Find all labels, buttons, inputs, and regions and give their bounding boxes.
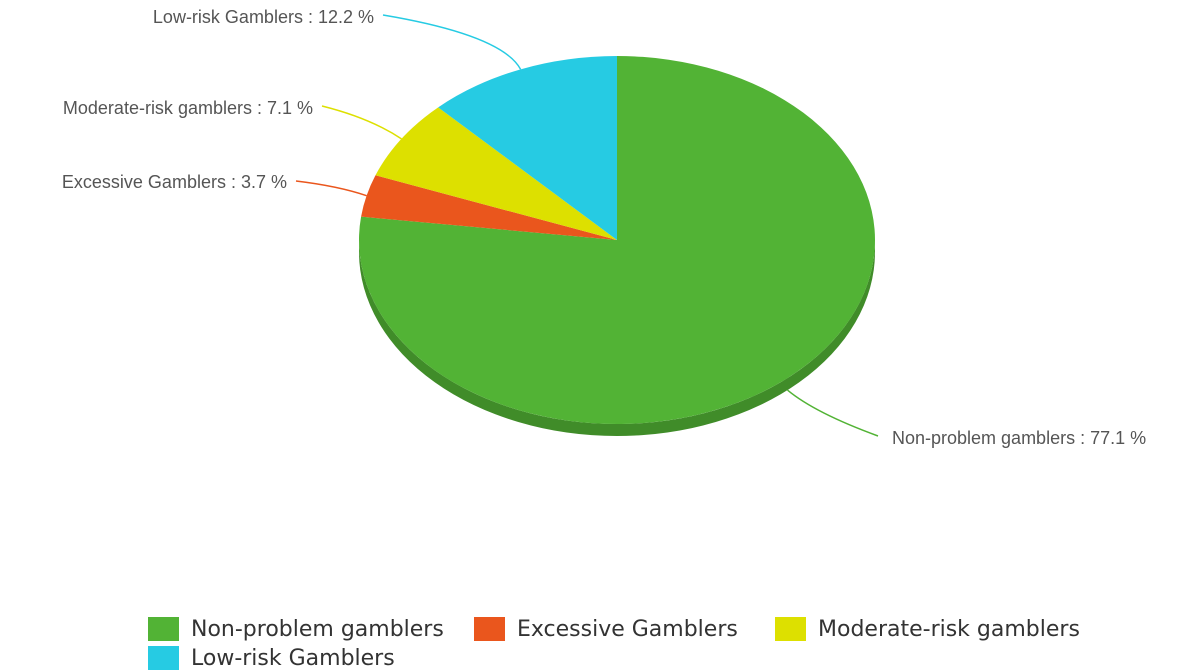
leader-line-moderate (321, 105, 402, 140)
pie-slice-non-problem[interactable] (359, 56, 876, 425)
legend-label: Moderate-risk gamblers (818, 616, 1080, 642)
pie-slices (359, 56, 876, 425)
legend-swatch (148, 646, 179, 670)
legend-label: Excessive Gamblers (517, 616, 738, 642)
pie-slice-moderate[interactable] (375, 107, 617, 240)
pie-slice-low-risk[interactable] (438, 56, 617, 240)
legend-item-non-problem[interactable]: Non-problem gamblers (148, 616, 444, 642)
legend-swatch (775, 617, 806, 641)
legend-item-excessive[interactable]: Excessive Gamblers (474, 616, 738, 642)
legend-item-low-risk[interactable]: Low-risk Gamblers (148, 645, 395, 671)
legend-label: Non-problem gamblers (191, 616, 444, 642)
slice-label-low-risk: Low-risk Gamblers : 12.2 % (153, 7, 374, 27)
slice-label-excessive: Excessive Gamblers : 3.7 % (62, 172, 287, 192)
leader-line-non-problem (786, 389, 879, 437)
leader-lines (295, 14, 879, 437)
leader-line-low-risk (382, 14, 522, 70)
slice-label-moderate: Moderate-risk gamblers : 7.1 % (63, 98, 313, 118)
legend-swatch (148, 617, 179, 641)
legend-label: Low-risk Gamblers (191, 645, 395, 671)
slice-label-non-problem: Non-problem gamblers : 77.1 % (892, 428, 1146, 448)
slice-labels: Non-problem gamblers : 77.1 % Excessive … (62, 7, 1146, 448)
pie-slice-excessive[interactable] (361, 175, 617, 240)
legend-swatch (474, 617, 505, 641)
leader-line-excessive (295, 180, 367, 197)
legend-item-moderate[interactable]: Moderate-risk gamblers (775, 616, 1080, 642)
